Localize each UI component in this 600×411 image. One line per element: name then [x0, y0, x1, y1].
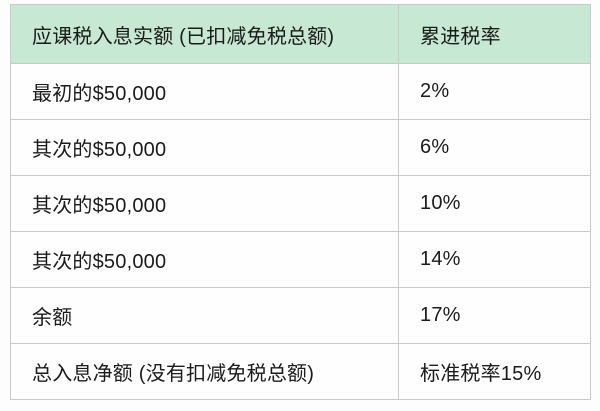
progressive-tax-rate-table: 应课税入息实额 (已扣减免税总额) 累进税率 最初的$50,000 2% 其次的… — [10, 4, 591, 400]
income-bracket-cell: 最初的$50,000 — [10, 63, 399, 120]
table-row: 余额 17% — [10, 287, 591, 344]
table-row: 其次的$50,000 10% — [10, 175, 591, 232]
income-bracket-cell: 总入息净额 (没有扣减免税总额) — [10, 343, 399, 400]
tax-rate-cell: 6% — [398, 119, 591, 176]
tax-rate-cell: 10% — [398, 175, 591, 232]
tax-rate-cell: 2% — [398, 63, 591, 120]
table-row: 其次的$50,000 6% — [10, 119, 591, 176]
income-bracket-cell: 其次的$50,000 — [10, 175, 399, 232]
income-bracket-cell: 其次的$50,000 — [10, 231, 399, 288]
header-row: 应课税入息实额 (已扣减免税总额) 累进税率 — [10, 4, 591, 64]
tax-rate-cell: 标准税率15% — [398, 343, 591, 400]
table-header: 应课税入息实额 (已扣减免税总额) 累进税率 — [10, 4, 591, 64]
table-row: 最初的$50,000 2% — [10, 63, 591, 120]
table-body: 最初的$50,000 2% 其次的$50,000 6% 其次的$50,000 1… — [10, 63, 591, 400]
table-row: 总入息净额 (没有扣减免税总额) 标准税率15% — [10, 343, 591, 400]
tax-rate-cell: 14% — [398, 231, 591, 288]
income-bracket-cell: 余额 — [10, 287, 399, 344]
tax-rate-cell: 17% — [398, 287, 591, 344]
header-progressive-rate: 累进税率 — [398, 4, 591, 64]
header-net-chargeable-income: 应课税入息实额 (已扣减免税总额) — [10, 4, 399, 64]
income-bracket-cell: 其次的$50,000 — [10, 119, 399, 176]
table-row: 其次的$50,000 14% — [10, 231, 591, 288]
